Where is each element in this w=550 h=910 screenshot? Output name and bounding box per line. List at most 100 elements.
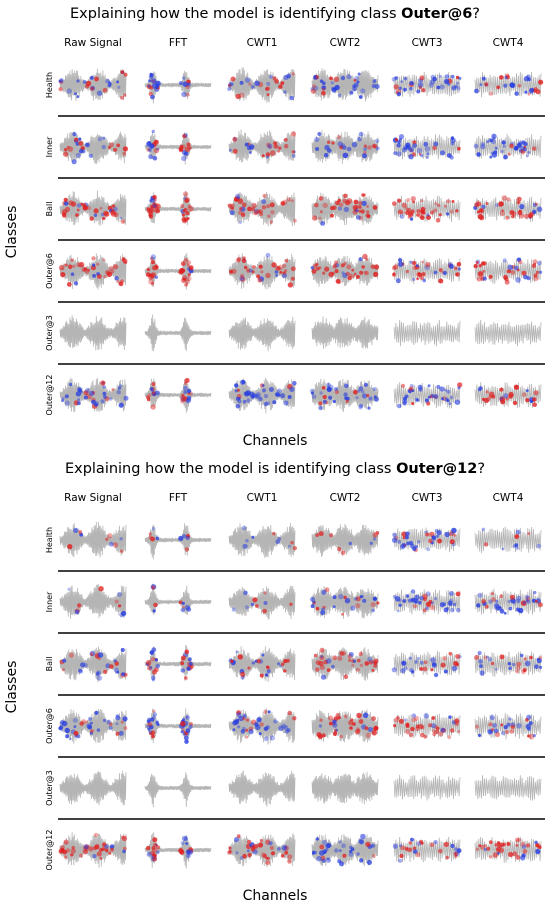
attribution-point: [420, 153, 424, 158]
attribution-point: [277, 149, 281, 153]
attribution-point: [450, 843, 455, 849]
attribution-point: [430, 668, 434, 672]
attribution-point: [349, 652, 354, 657]
attribution-point: [319, 664, 325, 670]
attribution-point: [445, 855, 450, 860]
attribution-point: [259, 839, 264, 843]
attribution-point: [418, 152, 422, 156]
attribution-point: [122, 146, 128, 152]
attribution-point: [119, 537, 123, 541]
attribution-point: [255, 392, 261, 398]
attribution-cell: [228, 770, 296, 807]
attribution-point: [508, 717, 512, 721]
attribution-point: [423, 660, 428, 664]
attribution-point: [275, 539, 281, 545]
attribution-point: [186, 395, 192, 401]
attribution-point: [105, 537, 109, 541]
attribution-point: [181, 601, 185, 605]
attribution-point: [479, 664, 483, 668]
attribution-point: [59, 264, 65, 271]
attribution-cell: [474, 71, 544, 98]
attribution-point: [440, 662, 446, 668]
attribution-point: [287, 859, 292, 864]
attribution-point: [155, 720, 159, 724]
attribution-point: [246, 268, 251, 273]
attribution-point: [420, 841, 424, 845]
attribution-point: [280, 393, 286, 399]
attribution-point: [444, 388, 448, 392]
row-label: Ball: [45, 657, 54, 672]
attribution-point: [517, 84, 522, 88]
attribution-point: [75, 213, 79, 217]
attribution-point: [448, 715, 452, 719]
attribution-point: [103, 395, 107, 399]
attribution-point: [120, 549, 124, 553]
attribution-point: [446, 199, 451, 204]
attribution-point: [536, 206, 543, 212]
attribution-point: [64, 400, 71, 406]
attribution-point: [102, 385, 107, 389]
attribution-point: [61, 668, 65, 672]
attribution-point: [70, 272, 75, 277]
attribution-point: [359, 595, 363, 599]
attribution-point: [182, 209, 186, 213]
attribution-point: [93, 213, 98, 217]
attribution-point: [489, 91, 494, 96]
attribution-point: [411, 713, 417, 718]
attribution-point: [255, 604, 259, 608]
attribution-point: [438, 268, 443, 272]
attribution-point: [229, 269, 233, 274]
attribution-point: [433, 394, 439, 399]
attribution-point: [181, 213, 186, 217]
attribution-point: [76, 203, 82, 208]
signal-trace: [59, 708, 127, 744]
title-suffix: ?: [477, 461, 486, 477]
attribution-point: [277, 662, 280, 666]
attribution-point: [342, 272, 348, 279]
attribution-point: [334, 269, 339, 274]
attribution-point: [437, 538, 442, 544]
attribution-point: [101, 144, 107, 150]
attribution-point: [311, 394, 317, 400]
attribution-point: [453, 852, 458, 856]
attribution-point: [520, 146, 525, 151]
attribution-point: [284, 729, 289, 734]
attribution-point: [412, 143, 417, 149]
attribution-point: [434, 202, 438, 206]
attribution-point: [150, 536, 156, 542]
attribution-point: [448, 402, 452, 406]
attribution-cell: [144, 314, 212, 352]
attribution-point: [404, 728, 411, 735]
attribution-point: [184, 282, 189, 287]
attribution-point: [355, 274, 360, 279]
attribution-point: [454, 718, 460, 724]
attribution-point: [292, 546, 297, 551]
attribution-point: [97, 274, 102, 279]
attribution-point: [269, 202, 275, 208]
attribution-point: [451, 665, 458, 672]
row-label: Inner: [45, 591, 54, 612]
attribution-point: [149, 256, 154, 261]
attribution-point: [421, 272, 426, 277]
attribution-point: [243, 590, 248, 596]
attribution-point: [252, 597, 258, 603]
attribution-point: [338, 593, 344, 600]
attribution-point: [64, 727, 70, 734]
attribution-point: [525, 389, 529, 393]
attribution-point: [83, 390, 89, 396]
attribution-point: [499, 654, 505, 660]
attribution-point: [398, 258, 403, 263]
attribution-point: [418, 600, 422, 605]
attribution-point: [245, 539, 249, 543]
attribution-point: [439, 602, 445, 608]
attribution-point: [433, 141, 439, 147]
attribution-point: [268, 387, 274, 392]
attribution-point: [122, 256, 125, 260]
attribution-point: [363, 270, 368, 275]
attribution-cell: [309, 378, 379, 413]
attribution-point: [121, 672, 126, 677]
signal-trace: [311, 68, 379, 102]
attribution-cell: [59, 253, 128, 290]
attribution-point: [183, 735, 189, 741]
attribution-point: [326, 382, 331, 388]
